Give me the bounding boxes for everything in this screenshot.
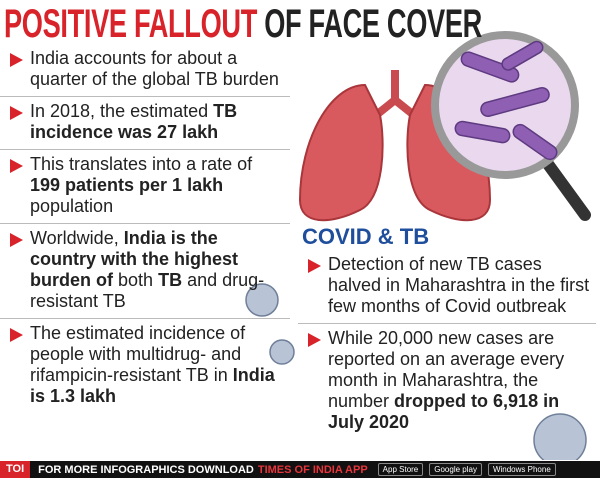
point-text: Detection of new TB cases halved in Maha…	[328, 254, 590, 316]
point-text: India is the country with the highest bu…	[30, 228, 239, 290]
title-highlight: POSITIVE FALLOUT	[4, 2, 257, 46]
footer: TOI FOR MORE INFOGRAPHICS DOWNLOAD TIMES…	[0, 461, 600, 478]
footer-text: FOR MORE INFOGRAPHICS DOWNLOAD	[38, 463, 254, 476]
bullet-point: The estimated incidence of people with m…	[0, 319, 290, 458]
footer-app: TIMES OF INDIA APP	[257, 463, 368, 476]
point-text: This translates into a rate of	[30, 154, 253, 174]
store-badge: Google play	[429, 463, 482, 476]
store-badge: Windows Phone	[487, 463, 556, 476]
right-points: Detection of new TB cases halved in Maha…	[298, 250, 596, 458]
bullet-point: India accounts for about a quarter of th…	[0, 44, 290, 97]
bullet-point: This translates into a rate of 199 patie…	[0, 150, 290, 224]
point-text: India accounts for about a quarter of th…	[30, 48, 279, 89]
point-text: 199 patients per 1 lakh	[30, 175, 224, 195]
bullet-point: Worldwide, India is the country with the…	[0, 224, 290, 319]
bacilli	[454, 40, 558, 161]
title-rest: OF FACE COVER	[264, 2, 482, 46]
point-text: While 20,000 new cases are reported on a…	[328, 328, 565, 411]
point-text: In 2018, the estimated	[30, 101, 209, 121]
point-text: and drug-resistant TB	[30, 270, 265, 311]
point-text: India is 1.3 lakh	[30, 365, 275, 406]
point-text: TB	[158, 270, 183, 290]
bullet-point: Detection of new TB cases halved in Maha…	[298, 250, 596, 324]
point-text: TB incidence was 27 lakh	[30, 101, 238, 142]
magnifier-handle	[539, 154, 591, 221]
point-text: Worldwide,	[30, 228, 119, 248]
footer-logo: TOI	[0, 461, 31, 478]
title: POSITIVE FALLOUT OF FACE COVER	[4, 2, 482, 47]
left-lung	[298, 83, 384, 222]
store-badge: App Store	[377, 463, 424, 476]
point-text: The estimated incidence of people with m…	[30, 323, 246, 385]
bullet-point: In 2018, the estimated TB incidence was …	[0, 97, 290, 150]
illustration	[245, 31, 591, 460]
point-text: both	[118, 270, 154, 290]
left-points: India accounts for about a quarter of th…	[0, 44, 290, 458]
virus	[245, 283, 587, 460]
point-text: population	[30, 196, 114, 216]
section-heading: COVID & TB	[302, 224, 430, 249]
bullet-point: While 20,000 new cases are reported on a…	[298, 324, 596, 458]
point-text: dropped to 6,918 in July 2020	[328, 391, 560, 432]
